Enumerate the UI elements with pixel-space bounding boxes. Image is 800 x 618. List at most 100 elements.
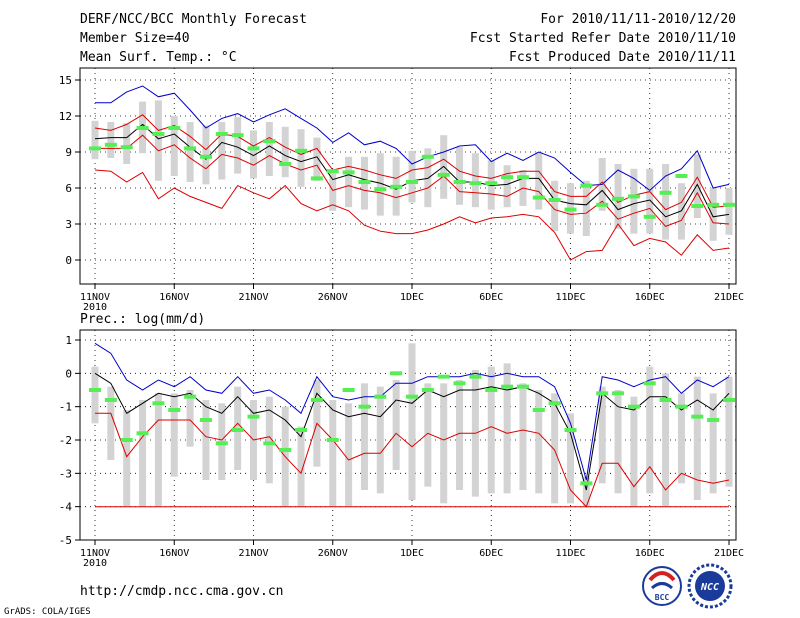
temp-mean-minus-line: [95, 134, 730, 227]
prec-box: [154, 393, 162, 507]
prec-median-marker: [152, 401, 165, 406]
temp-box: [503, 165, 511, 208]
prec-median-marker: [184, 394, 197, 399]
prec-median-marker: [120, 438, 133, 442]
temp-box: [535, 152, 543, 210]
prec-box: [440, 383, 448, 504]
temp-box: [725, 188, 733, 235]
temp-median-marker: [548, 198, 561, 202]
temp-median-marker: [152, 132, 165, 136]
bcc-logo: BCC: [642, 566, 682, 606]
temp-box: [329, 172, 337, 211]
temp-median-marker: [295, 148, 308, 153]
prec-median-marker: [437, 374, 450, 379]
temp-median-marker: [342, 170, 355, 175]
prec-box: [487, 366, 495, 494]
prec-median-marker: [89, 388, 101, 392]
temp-median-marker: [390, 184, 403, 189]
temp-xtick-label: 16NOV: [159, 292, 189, 303]
temp-box: [662, 164, 670, 240]
prec-box: [567, 413, 574, 504]
temp-box: [582, 180, 590, 236]
temp-xtick-label: 1DEC: [400, 292, 424, 303]
temp-median-marker: [263, 139, 276, 144]
prec-median-marker: [263, 441, 276, 446]
prec-median-marker: [279, 448, 292, 452]
prec-box: [408, 343, 416, 500]
temp-xtick-label: 21NOV: [238, 292, 268, 303]
bcc-logo-text: BCC: [655, 593, 670, 602]
temp-ytick-label: 3: [65, 218, 72, 231]
temp-box: [186, 122, 194, 182]
temp-median-marker: [516, 175, 529, 180]
temp-box: [614, 164, 622, 229]
temp-median-marker: [485, 181, 498, 186]
prec-median-marker: [168, 408, 181, 412]
temp-xtick-label: 11NOV: [80, 292, 110, 303]
prec-xtick-label: 21DEC: [714, 548, 744, 559]
prec-box: [329, 400, 337, 507]
temp-median-marker: [199, 154, 212, 159]
prec-median-marker: [295, 428, 308, 432]
prec-box: [614, 390, 622, 494]
prec-box: [265, 396, 273, 484]
temp-median-marker: [89, 146, 101, 151]
temp-box: [234, 117, 242, 174]
member-size: Member Size=40: [80, 31, 190, 46]
temp-box: [170, 116, 178, 176]
temp-median-marker: [437, 172, 450, 177]
prec-box: [170, 393, 178, 477]
prec-median-marker: [580, 481, 593, 486]
temp-box: [551, 180, 559, 232]
temp-box: [630, 168, 638, 234]
prec-median-marker: [485, 388, 498, 392]
temp-median-marker: [136, 126, 149, 130]
prec-median-marker: [310, 398, 323, 402]
prec-median-marker: [453, 381, 466, 386]
temp-median-marker: [723, 202, 735, 207]
prec-median-marker: [516, 384, 529, 389]
temp-box: [107, 122, 115, 158]
prec-median-marker: [707, 418, 720, 422]
prec-box: [186, 390, 194, 447]
prec-ytick-label: -3: [59, 467, 72, 480]
prec-ytick-label: 1: [65, 334, 72, 347]
forecast-period: For 2010/11/11-2010/12/20: [540, 12, 736, 27]
prec-box: [519, 383, 527, 490]
temp-box: [709, 188, 717, 241]
prec-box: [630, 396, 638, 507]
precipitation-panel: -5 -4 -3 -2 -1 0 1 11NOV 16NOV 21NOV 26NOV 1DEC 6DEC…: [59, 329, 744, 569]
prec-median-marker: [548, 401, 561, 406]
prec-median-marker: [643, 381, 656, 386]
temp-median-marker: [104, 142, 117, 147]
prec-year-label: 2010: [83, 558, 107, 569]
prec-median-marker: [675, 404, 688, 409]
temp-median-marker: [184, 146, 197, 151]
grads-credit: GrADS: COLA/IGES: [4, 607, 91, 617]
prec-box: [376, 386, 384, 494]
prec-box: [424, 383, 432, 487]
temp-box: [297, 129, 305, 187]
prec-box: [503, 363, 511, 494]
temp-median-marker: [120, 145, 133, 150]
temp-box: [376, 153, 384, 216]
prec-median-marker: [421, 388, 434, 392]
prec-box: [202, 400, 210, 480]
prec-max-line: [94, 342, 730, 481]
prec-box: [598, 386, 606, 484]
prec-xtick-label: 11DEC: [555, 548, 585, 559]
precip-title: Prec.: log(mm/d): [80, 312, 205, 327]
temp-box: [471, 153, 479, 208]
footer-url[interactable]: http://cmdp.ncc.cma.gov.cn: [80, 584, 284, 599]
temp-median-marker: [501, 175, 514, 180]
prec-xtick-label: 21NOV: [238, 548, 268, 559]
temp-median-marker: [659, 190, 672, 195]
prec-median-marker: [199, 418, 212, 422]
temp-median-marker: [627, 194, 640, 199]
prec-box: [392, 380, 400, 470]
prec-box: [91, 366, 99, 424]
temp-median-marker: [310, 176, 323, 181]
temp-median-marker: [326, 169, 339, 174]
